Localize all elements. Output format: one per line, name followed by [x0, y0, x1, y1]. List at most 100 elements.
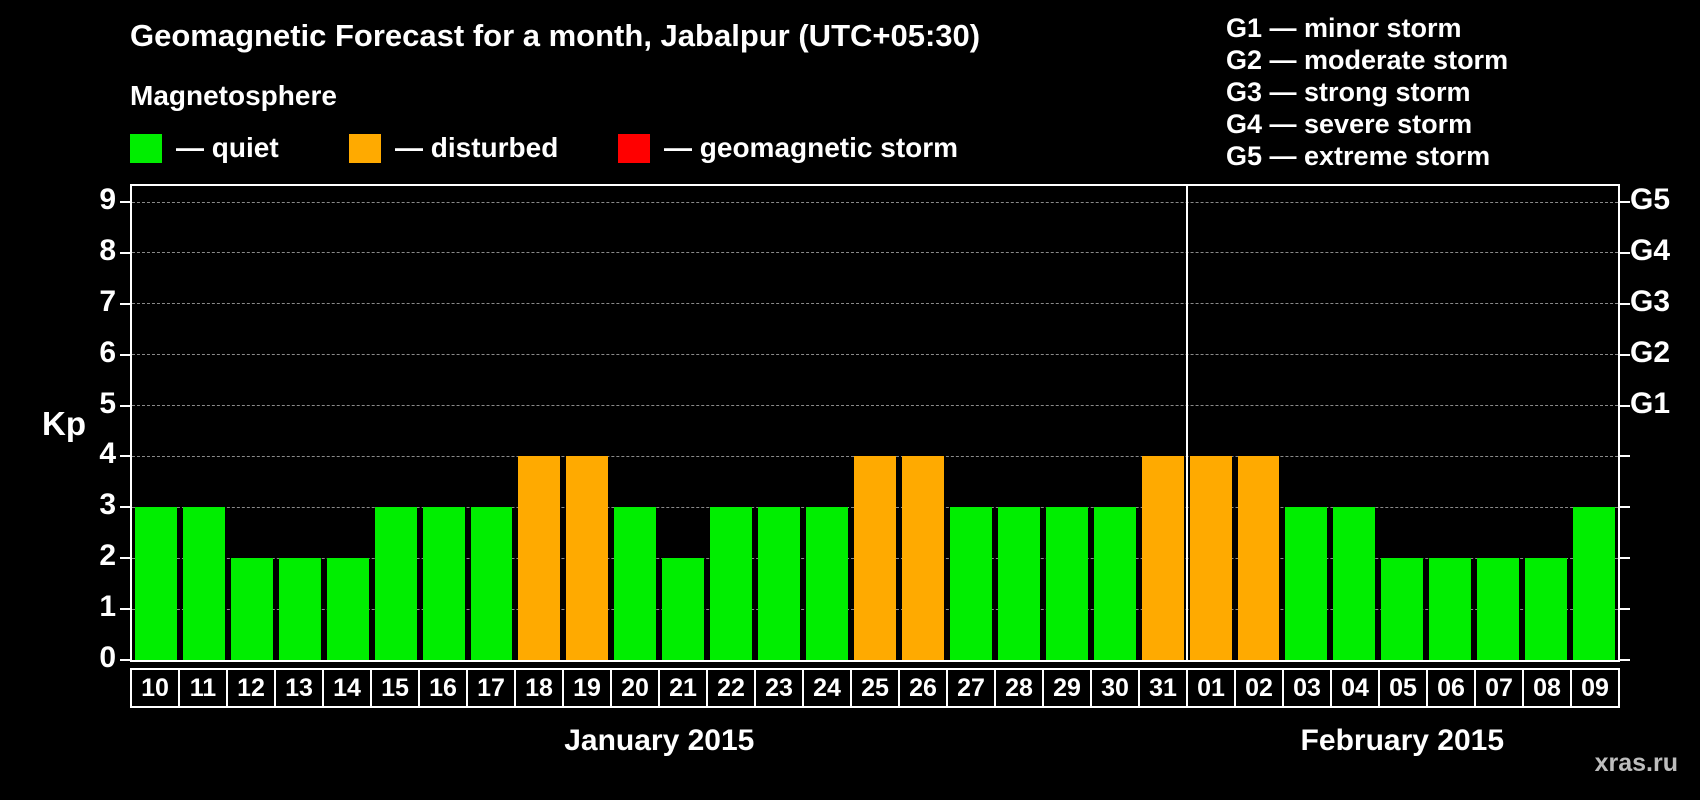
y-axis-tick-label: 3 — [99, 488, 116, 522]
day-label: 05 — [1378, 668, 1428, 708]
axis-tick-left — [120, 251, 130, 254]
day-label: 18 — [514, 668, 564, 708]
g-scale-tick-label: G1 — [1630, 386, 1671, 420]
legend-item-disturbed: — disturbed — [349, 132, 558, 164]
day-label: 25 — [850, 668, 900, 708]
kp-bar-04 — [1333, 507, 1376, 660]
plot-area — [130, 184, 1620, 662]
axis-tick-left — [120, 608, 130, 611]
kp-bar-07 — [1477, 558, 1520, 660]
day-label: 29 — [1042, 668, 1092, 708]
kp-bar-01 — [1189, 456, 1232, 660]
axis-tick-right — [1620, 251, 1630, 254]
kp-bar-30 — [1093, 507, 1136, 660]
legend-label: — quiet — [176, 132, 279, 163]
day-label: 21 — [658, 668, 708, 708]
quiet-swatch — [130, 133, 162, 163]
day-label: 26 — [898, 668, 948, 708]
kp-bar-29 — [1045, 507, 1088, 660]
month-label: January 2015 — [564, 724, 755, 757]
kp-bar-13 — [278, 558, 321, 660]
day-label: 14 — [322, 668, 372, 708]
kp-bar-31 — [1141, 456, 1184, 660]
gridline — [132, 252, 1618, 254]
g-legend-line: G4 — severe storm — [1226, 109, 1473, 139]
month-separator — [1185, 186, 1188, 660]
axis-tick-right — [1620, 659, 1630, 661]
kp-bar-22 — [710, 507, 753, 660]
y-axis-tick-label: 8 — [99, 233, 116, 267]
kp-bar-24 — [806, 507, 849, 660]
day-label: 28 — [994, 668, 1044, 708]
day-label: 01 — [1186, 668, 1236, 708]
kp-bar-06 — [1429, 558, 1472, 660]
day-label: 31 — [1138, 668, 1188, 708]
gridline — [132, 455, 1618, 457]
kp-bar-05 — [1381, 558, 1424, 660]
day-label: 17 — [466, 668, 516, 708]
gridline — [132, 201, 1618, 203]
axis-tick-right — [1620, 404, 1630, 407]
y-axis-title: Kp — [42, 405, 86, 442]
kp-bar-25 — [854, 456, 896, 660]
kp-bar-21 — [662, 558, 705, 660]
kp-bar-15 — [374, 507, 417, 660]
day-label: 09 — [1570, 668, 1620, 708]
day-label: 08 — [1522, 668, 1572, 708]
axis-tick-left — [120, 302, 130, 305]
kp-bar-17 — [470, 507, 513, 660]
kp-bar-14 — [326, 558, 369, 660]
g-scale-tick-label: G2 — [1630, 335, 1671, 369]
gridline — [132, 354, 1618, 356]
chart-title: Geomagnetic Forecast for a month, Jabalp… — [130, 18, 981, 53]
axis-tick-left — [120, 557, 130, 560]
gridline — [132, 303, 1618, 305]
day-label: 10 — [130, 668, 180, 708]
y-axis-tick-label: 0 — [99, 641, 116, 674]
g-scale-tick-label: G5 — [1630, 183, 1671, 216]
y-axis-tick-label: 1 — [99, 590, 116, 624]
legend-item-quiet: — quiet — [130, 132, 279, 164]
y-axis-tick-label: 2 — [99, 539, 116, 573]
y-axis-tick-label: 6 — [99, 335, 116, 369]
gridline — [132, 405, 1618, 407]
month-label: February 2015 — [1300, 724, 1505, 757]
legend-item-storm: — geomagnetic storm — [618, 132, 958, 164]
axis-tick-right — [1620, 353, 1630, 356]
day-label: 23 — [754, 668, 804, 708]
legend-label: — disturbed — [395, 132, 559, 163]
g-scale-legend: G1 — minor storm G2 — moderate storm G3 — … — [1226, 12, 1508, 172]
day-label: 19 — [562, 668, 612, 708]
day-label: 03 — [1282, 668, 1332, 708]
axis-tick-right — [1620, 302, 1630, 305]
day-label: 15 — [370, 668, 420, 708]
kp-bar-12 — [230, 558, 273, 660]
day-label: 06 — [1426, 668, 1476, 708]
kp-bar-27 — [949, 507, 992, 660]
disturbed-swatch — [349, 133, 381, 163]
x-axis-day-labels: 10 11 12 13 14 15 16 17 18 19 20 21 22 23 24 25 26 27 28 29… — [130, 668, 1620, 708]
y-axis-tick-label: 9 — [99, 183, 116, 216]
kp-bar-26 — [901, 456, 944, 660]
axis-tick-left — [120, 659, 130, 661]
day-label: 30 — [1090, 668, 1140, 708]
day-label: 24 — [802, 668, 852, 708]
legend-label: — geomagnetic storm — [664, 132, 959, 163]
axis-tick-left — [120, 353, 130, 356]
kp-bar-11 — [182, 507, 225, 660]
day-label: 04 — [1330, 668, 1380, 708]
kp-bar-03 — [1285, 507, 1328, 660]
axis-tick-left — [120, 455, 130, 458]
kp-bar-16 — [422, 507, 465, 660]
y-axis-tick-label: 7 — [99, 284, 116, 318]
y-axis-tick-label: 5 — [99, 386, 116, 420]
axis-tick-right — [1620, 455, 1630, 458]
storm-swatch — [618, 133, 650, 163]
kp-bar-19 — [566, 456, 609, 660]
kp-bar-18 — [518, 456, 561, 660]
kp-bar-10 — [135, 507, 177, 660]
axis-tick-right — [1620, 506, 1630, 509]
day-label: 27 — [946, 668, 996, 708]
kp-bar-23 — [758, 507, 801, 660]
